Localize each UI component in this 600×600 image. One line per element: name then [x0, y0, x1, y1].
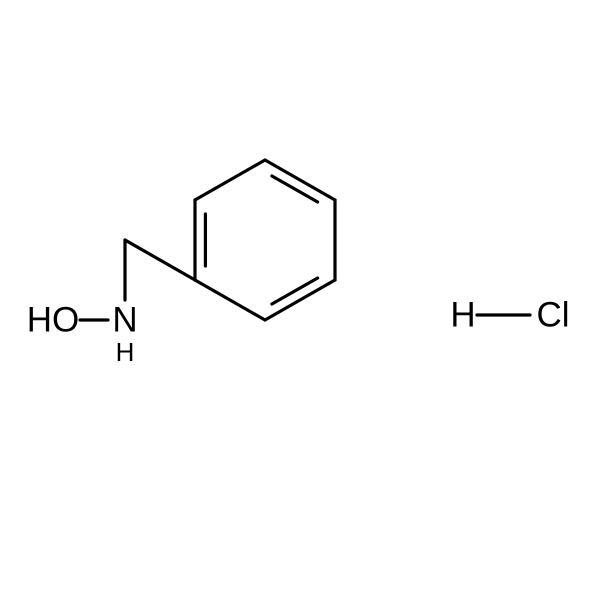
atom-label-N: N [112, 301, 137, 340]
atom-label-Cl_salt: Cl [536, 296, 569, 335]
atom-label-HO: HO [27, 301, 80, 340]
molecule-canvas: HONHHCl [0, 0, 600, 600]
atom-label-NH: H [116, 337, 135, 367]
atom-label-H_salt: H [450, 296, 475, 335]
labels-layer: HONHHCl [27, 296, 570, 368]
